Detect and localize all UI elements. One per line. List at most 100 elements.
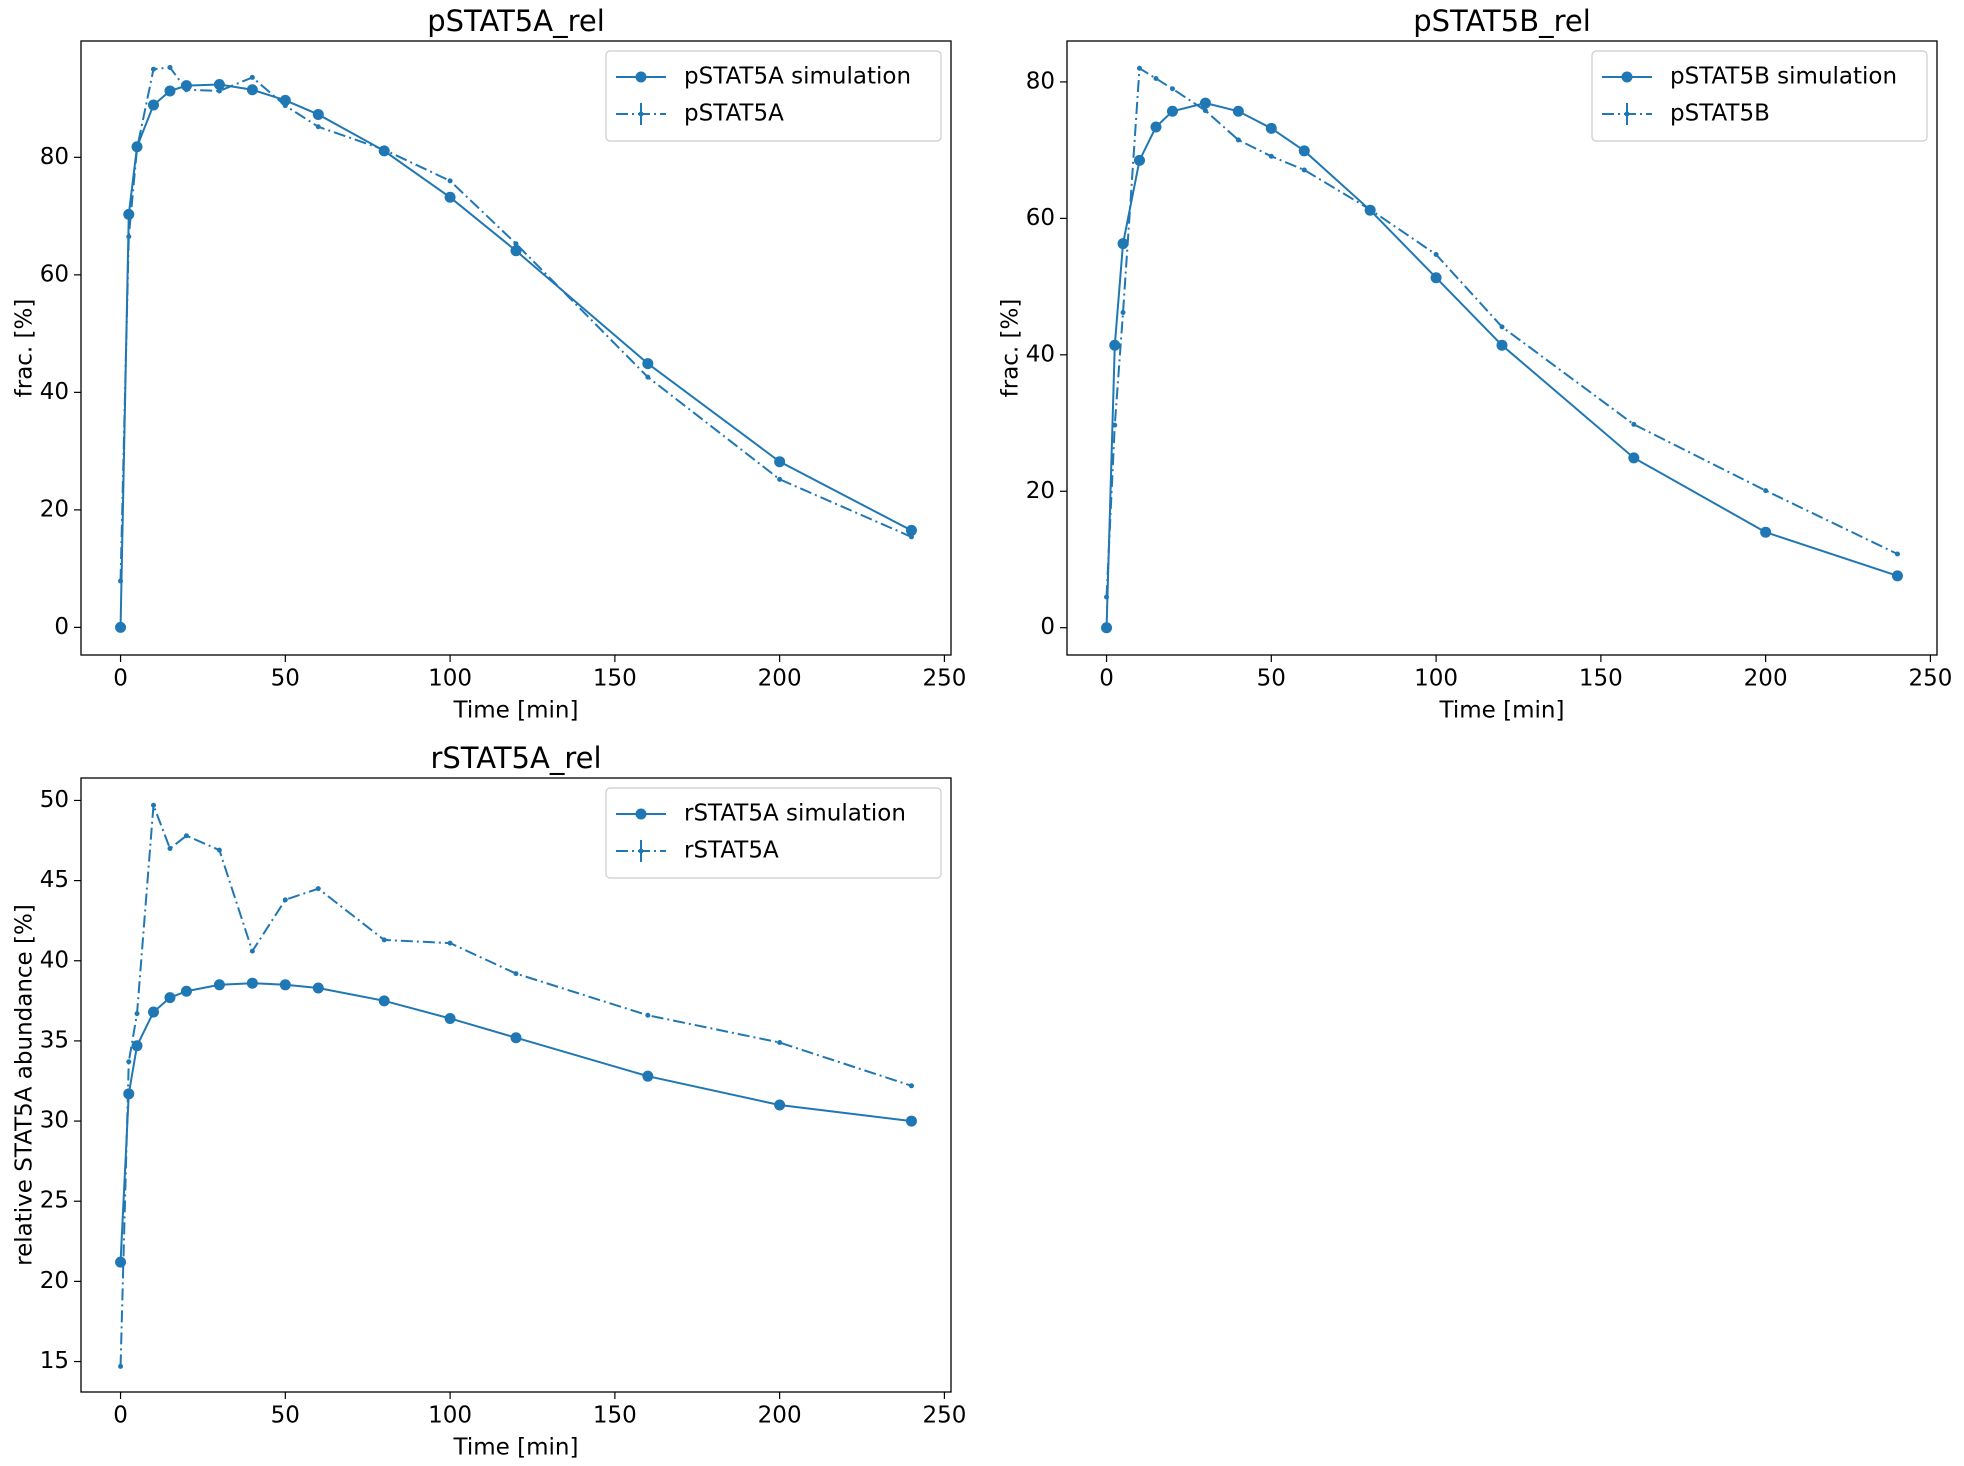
data-point [249,948,255,954]
data-point [151,66,156,72]
y-tick-label: 40 [40,947,69,973]
legend-marker [638,848,644,854]
data-point [1268,153,1274,159]
data-point [513,971,519,977]
y-tick-label: 0 [54,614,69,640]
data-point [246,84,258,96]
y-tick-label: 45 [40,867,69,893]
legend-label: pSTAT5A [684,101,784,127]
data-point [777,476,783,482]
y-tick-label: 15 [40,1348,69,1374]
data-point [1430,272,1442,284]
data-point [1117,238,1129,250]
legend-label: rSTAT5A simulation [684,801,906,827]
data-point [118,1363,124,1369]
data-point [216,847,222,853]
data-point [1499,324,1505,330]
data-point [183,87,189,93]
x-tick-label: 50 [271,1403,300,1429]
data-point [249,74,255,80]
data-point [1109,339,1121,351]
data-point [126,1059,132,1065]
x-tick-label: 200 [758,666,802,692]
data-point [1112,422,1118,428]
x-tick-label: 150 [593,1403,637,1429]
data-point [1104,594,1110,600]
data-point [164,992,176,1004]
data-point [312,108,324,120]
data-point [1433,252,1439,258]
data-point [381,147,387,153]
legend-marker [1624,111,1630,117]
data-point [282,897,288,903]
data-point [213,78,225,90]
data-point [642,1070,654,1082]
data-point [183,833,189,839]
x-tick-label: 100 [428,666,472,692]
data-point [282,103,288,109]
y-tick-label: 30 [40,1108,69,1134]
x-tick-label: 200 [758,1403,802,1429]
y-tick-label: 0 [1040,614,1055,640]
data-point [1150,121,1162,133]
data-point [216,88,222,94]
data-point [905,1115,917,1127]
data-point [118,578,124,584]
legend-marker [635,808,647,820]
data-point [279,979,291,991]
plot-frame [80,40,952,656]
data-point [134,146,140,152]
data-point [1760,526,1772,538]
x-tick-label: 250 [922,666,966,692]
data-point [115,621,127,633]
data-point [1894,551,1900,557]
data-point [513,241,519,247]
data-point [1166,105,1178,117]
data-point [444,1012,456,1024]
y-tick-label: 25 [40,1188,69,1214]
data-point [774,456,786,468]
x-tick-label: 150 [1579,666,1623,692]
legend-box [1591,50,1928,142]
legend-label: rSTAT5A [684,838,779,864]
data-point [167,846,173,852]
legend-label: pSTAT5B simulation [1670,64,1897,90]
data-point [1120,310,1126,316]
data-point [180,985,192,997]
chart-title: pSTAT5B_rel [1413,4,1591,38]
data-point [126,234,132,240]
data-point [1631,421,1637,427]
data-point [134,1011,140,1017]
data-point [167,64,173,70]
series-line [119,982,912,1263]
plot-frame [80,777,952,1393]
x-tick-label: 100 [1414,666,1458,692]
y-tick-label: 60 [1026,205,1055,231]
x-tick-label: 0 [1099,666,1114,692]
x-tick-label: 0 [113,1403,128,1429]
legend-label: pSTAT5B [1670,101,1770,127]
legend-box [605,787,942,879]
x-tick-label: 0 [113,666,128,692]
data-point [378,995,390,1007]
data-point [645,1012,651,1018]
y-tick-label: 50 [40,787,69,813]
x-tick-label: 250 [1908,666,1952,692]
data-point [447,940,453,946]
data-point [1496,339,1508,351]
data-point [1367,207,1373,213]
y-tick-label: 60 [40,261,69,287]
data-point [1265,122,1277,134]
y-tick-label: 20 [40,496,69,522]
x-axis-label: Time [min] [1439,698,1565,724]
x-tick-label: 50 [1257,666,1286,692]
data-point [1153,76,1159,82]
data-point [777,1040,783,1046]
data-point [1134,154,1145,166]
data-point [148,99,159,111]
data-point [315,886,321,892]
y-tick-label: 20 [40,1268,69,1294]
legend-box [605,50,942,142]
y-tick-label: 20 [1026,478,1055,504]
